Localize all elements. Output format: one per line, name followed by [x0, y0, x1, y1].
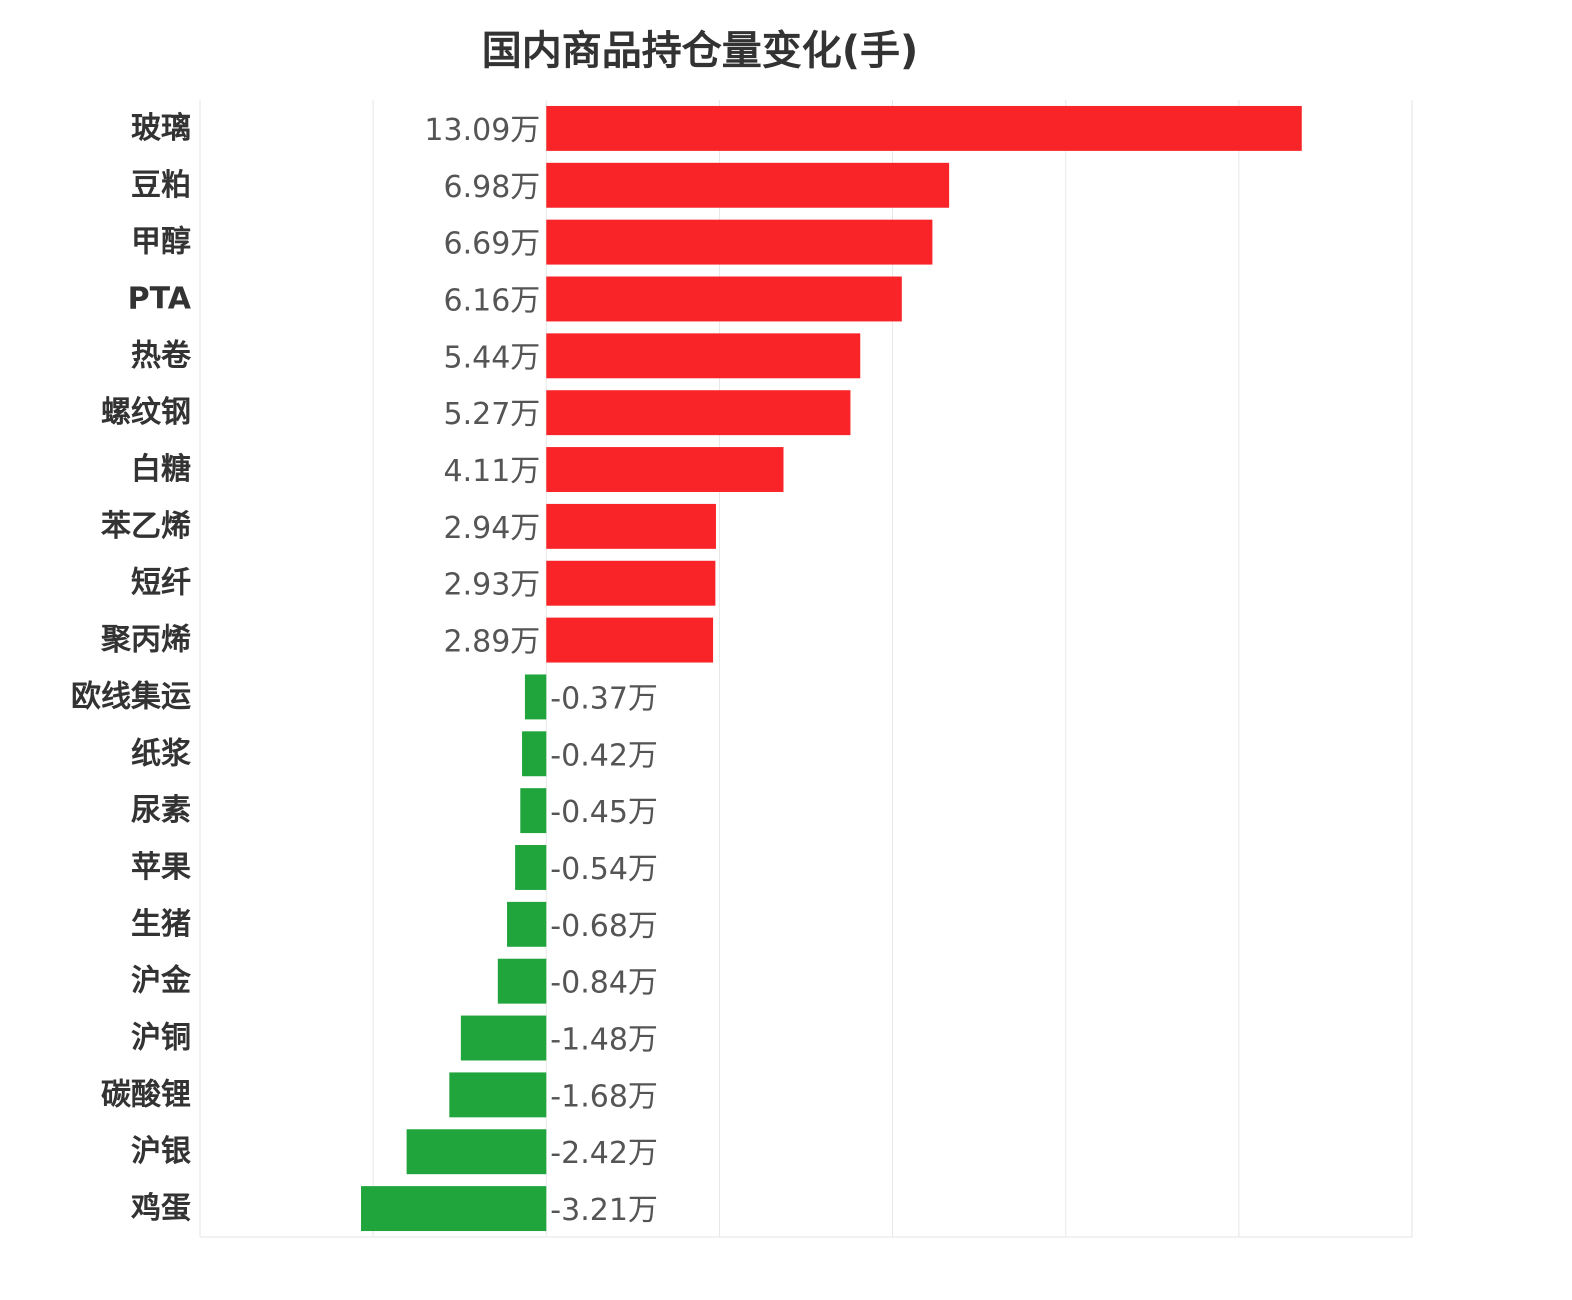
value-label: -0.42万: [550, 738, 658, 773]
value-label: -1.48万: [550, 1023, 658, 1058]
bar: [546, 105, 1302, 151]
chart-title: 国内商品持仓量变化(手): [481, 28, 919, 74]
value-label: 13.09万: [424, 113, 540, 148]
bar: [546, 503, 716, 549]
value-label: 2.93万: [443, 568, 540, 603]
bar: [546, 333, 861, 379]
category-label: 苹果: [131, 850, 191, 885]
category-label: 生猪: [131, 907, 191, 942]
bar: [546, 560, 716, 606]
value-label: 4.11万: [443, 454, 540, 489]
bar: [361, 1186, 547, 1232]
bar: [546, 617, 714, 663]
category-label: 热卷: [131, 338, 192, 373]
category-label: 甲醇: [131, 225, 191, 260]
bar: [546, 162, 950, 208]
category-label: 沪铜: [131, 1021, 191, 1056]
category-label: 碳酸锂: [101, 1077, 191, 1112]
category-label: 螺纹钢: [101, 395, 191, 430]
category-label: 尿素: [131, 793, 191, 828]
bar: [507, 901, 547, 947]
category-label: 欧线集运: [71, 679, 191, 714]
bar: [460, 1015, 547, 1061]
value-label: -0.84万: [550, 966, 658, 1001]
bar: [546, 447, 784, 492]
value-label: 2.94万: [443, 511, 540, 546]
bar: [406, 1129, 547, 1175]
category-label: 纸浆: [131, 736, 191, 771]
bar: [515, 845, 547, 890]
category-label: 豆粕: [131, 168, 191, 203]
value-label: -2.42万: [550, 1136, 658, 1171]
value-label: 6.98万: [443, 170, 540, 205]
value-label: 6.69万: [443, 227, 540, 262]
category-label: 鸡蛋: [131, 1191, 191, 1226]
category-label: 聚丙烯: [100, 623, 191, 658]
category-label: PTA: [128, 281, 192, 316]
value-label: -1.68万: [550, 1079, 658, 1114]
value-label: 6.16万: [443, 283, 540, 318]
category-label: 苯乙烯: [101, 509, 191, 544]
category-label: 沪银: [131, 1134, 191, 1169]
bar: [546, 219, 933, 265]
value-label: 5.44万: [443, 340, 540, 375]
category-label: 玻璃: [131, 111, 191, 146]
value-label: -0.54万: [550, 852, 658, 887]
value-label: -0.37万: [550, 681, 658, 716]
category-label: 短纤: [131, 566, 191, 601]
value-label: -0.45万: [550, 795, 658, 830]
bar: [522, 731, 547, 777]
bar: [449, 1072, 547, 1118]
bars: [361, 105, 1302, 1232]
value-label: -0.68万: [550, 909, 658, 944]
bar: [524, 674, 547, 720]
grid-lines: [199, 100, 1413, 1238]
value-label: -3.21万: [550, 1193, 658, 1228]
bar: [546, 390, 851, 436]
bar: [520, 788, 547, 834]
bar: [497, 958, 547, 1004]
category-label: 白糖: [131, 452, 191, 487]
category-label: 沪金: [131, 964, 192, 999]
bar: [546, 276, 902, 322]
value-label: 5.27万: [443, 397, 540, 432]
value-label: 2.89万: [443, 625, 540, 660]
